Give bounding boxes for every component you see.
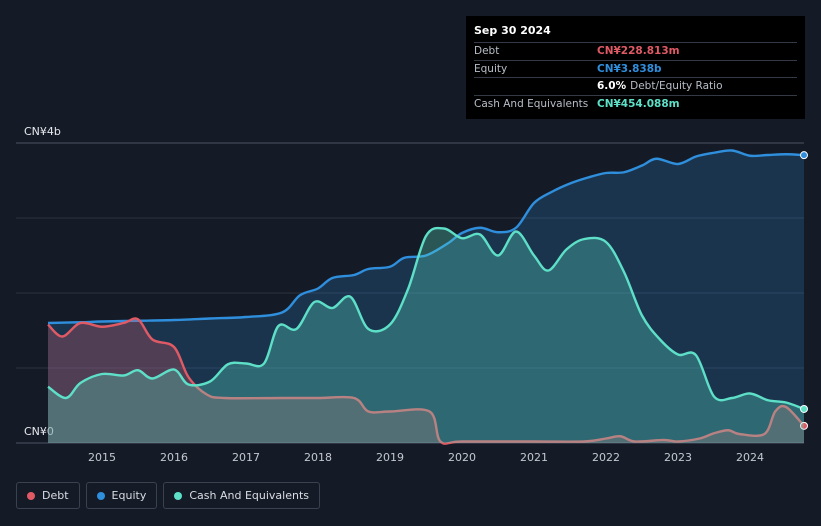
x-tick-label: 2017 <box>232 451 260 464</box>
x-tick-label: 2019 <box>376 451 404 464</box>
tooltip-label: Cash And Equivalents <box>474 97 589 110</box>
legend-dot-icon <box>96 491 105 500</box>
legend-item-debt[interactable]: Debt <box>16 482 80 509</box>
x-tick-label: 2015 <box>88 451 116 464</box>
cash-and-equivalents-line <box>47 226 805 411</box>
tooltip-value: CN¥454.088m <box>597 97 680 110</box>
tooltip-value: CN¥3.838b <box>597 62 662 75</box>
debt-endpoint-marker <box>800 421 808 430</box>
legend-label: Equity <box>111 489 147 502</box>
tooltip-value: 6.0% <box>597 80 627 93</box>
chart-legend: Debt Equity Cash And Equivalents <box>16 482 320 509</box>
y-axis-label-bottom: CN¥0 <box>24 425 54 438</box>
tooltip-value: CN¥228.813m <box>597 45 680 58</box>
x-tick-label: 2024 <box>736 451 764 464</box>
tooltip-row: Cash And Equivalents CN¥454.088m <box>474 94 797 113</box>
x-tick-label: 2020 <box>448 451 476 464</box>
legend-dot-icon <box>27 491 35 500</box>
y-axis-label-top: CN¥4b <box>24 125 61 138</box>
x-tick-label: 2023 <box>664 451 692 464</box>
tooltip-row: Equity CN¥3.838b <box>474 59 797 78</box>
tooltip-extra: Debt/Equity Ratio <box>630 80 723 93</box>
debt-area <box>48 318 804 444</box>
debt-line <box>47 317 805 445</box>
cash-and-equivalents-endpoint-marker <box>800 404 808 413</box>
tooltip-date: Sep 30 2024 <box>474 24 551 37</box>
cash-and-equivalents-area <box>48 228 804 443</box>
x-tick-label: 2016 <box>160 451 188 464</box>
equity-endpoint-marker <box>800 151 808 160</box>
x-tick-label: 2021 <box>520 451 548 464</box>
tooltip-label: Equity <box>474 62 508 75</box>
tooltip-row: 6.0% Debt/Equity Ratio <box>474 77 797 95</box>
equity-area <box>48 150 804 443</box>
legend-dot-icon <box>174 491 183 500</box>
x-tick-label: 2022 <box>592 451 620 464</box>
legend-item-cash-and-equivalents[interactable]: Cash And Equivalents <box>163 482 320 509</box>
legend-label: Debt <box>42 489 69 502</box>
data-tooltip: Sep 30 2024 Debt CN¥228.813m Equity CN¥3.83… <box>466 16 805 119</box>
legend-label: Cash And Equivalents <box>189 489 309 502</box>
legend-item-equity[interactable]: Equity <box>85 482 158 509</box>
x-tick-label: 2018 <box>304 451 332 464</box>
tooltip-row: Debt CN¥228.813m <box>474 42 797 60</box>
equity-line <box>47 149 805 325</box>
tooltip-rows: Debt CN¥228.813m Equity CN¥3.838b 6.0% Debt/E… <box>474 42 797 112</box>
tooltip-label: Debt <box>474 45 500 58</box>
